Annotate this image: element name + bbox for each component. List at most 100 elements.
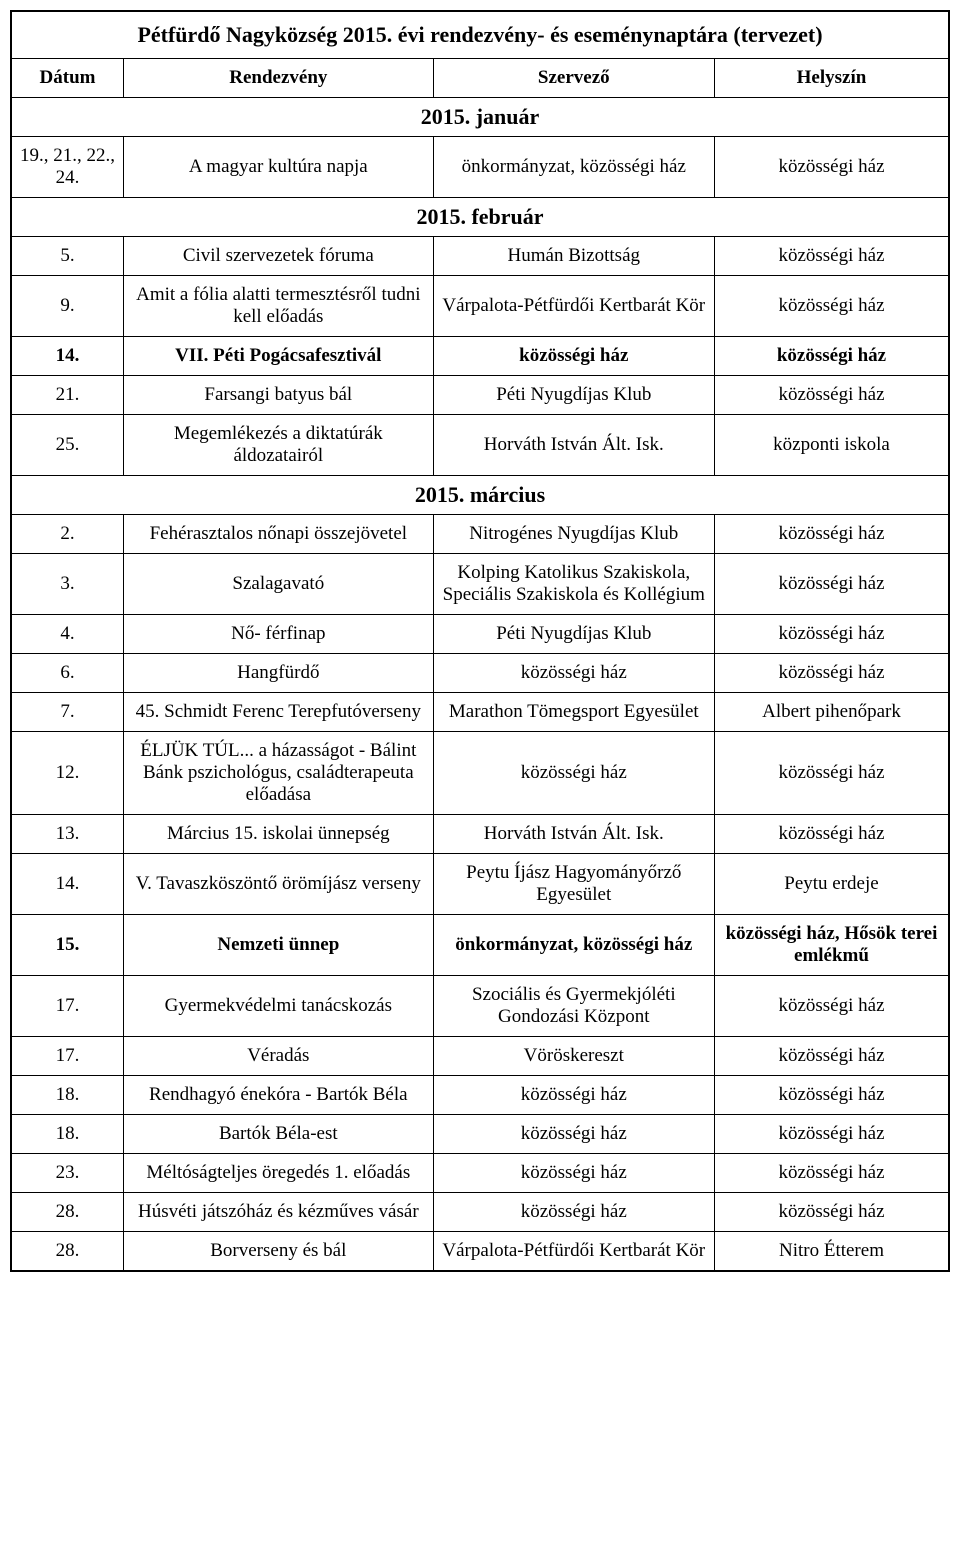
cell-event: Amit a fólia alatti termesztésről tudni … — [124, 276, 434, 337]
table-row: 5. Civil szervezetek fóruma Humán Bizott… — [11, 237, 949, 276]
table-row: 7. 45. Schmidt Ferenc Terepfutóverseny M… — [11, 693, 949, 732]
cell-org: Péti Nyugdíjas Klub — [433, 615, 714, 654]
table-row: 28. Borverseny és bál Várpalota-Pétfürdő… — [11, 1232, 949, 1272]
cell-date: 12. — [11, 732, 124, 815]
cell-venue: közösségi ház — [714, 1115, 949, 1154]
cell-date: 18. — [11, 1115, 124, 1154]
title-row: Pétfürdő Nagyközség 2015. évi rendezvény… — [11, 11, 949, 59]
cell-org: Szociális és Gyermekjóléti Gondozási Köz… — [433, 976, 714, 1037]
table-row: 19., 21., 22., 24. A magyar kultúra napj… — [11, 137, 949, 198]
cell-org: Marathon Tömegsport Egyesület — [433, 693, 714, 732]
cell-event: ÉLJÜK TÚL... a házasságot - Bálint Bánk … — [124, 732, 434, 815]
cell-date: 6. — [11, 654, 124, 693]
header-date: Dátum — [11, 59, 124, 98]
cell-date: 17. — [11, 976, 124, 1037]
table-row: 3. Szalagavató Kolping Katolikus Szakisk… — [11, 554, 949, 615]
cell-venue: központi iskola — [714, 415, 949, 476]
cell-date: 3. — [11, 554, 124, 615]
cell-org: Péti Nyugdíjas Klub — [433, 376, 714, 415]
cell-venue: közösségi ház, Hősök terei emlékmű — [714, 915, 949, 976]
month-label: 2015. március — [11, 476, 949, 515]
cell-venue: Albert pihenőpark — [714, 693, 949, 732]
cell-date: 21. — [11, 376, 124, 415]
cell-org: Várpalota-Pétfürdői Kertbarát Kör — [433, 276, 714, 337]
cell-org: Peytu Íjász Hagyományőrző Egyesület — [433, 854, 714, 915]
cell-event: Március 15. iskolai ünnepség — [124, 815, 434, 854]
cell-venue: közösségi ház — [714, 237, 949, 276]
cell-event: Húsvéti játszóház és kézműves vásár — [124, 1193, 434, 1232]
cell-event: V. Tavaszköszöntő örömíjász verseny — [124, 854, 434, 915]
cell-event: Megemlékezés a diktatúrák áldozatairól — [124, 415, 434, 476]
cell-date: 19., 21., 22., 24. — [11, 137, 124, 198]
cell-org: közösségi ház — [433, 732, 714, 815]
cell-date: 14. — [11, 854, 124, 915]
cell-venue: közösségi ház — [714, 976, 949, 1037]
cell-venue: közösségi ház — [714, 515, 949, 554]
cell-org: Kolping Katolikus Szakiskola, Speciális … — [433, 554, 714, 615]
event-calendar-table: Pétfürdő Nagyközség 2015. évi rendezvény… — [10, 10, 950, 1272]
cell-event: A magyar kultúra napja — [124, 137, 434, 198]
cell-org: Humán Bizottság — [433, 237, 714, 276]
table-row: 14. VII. Péti Pogácsafesztivál közösségi… — [11, 337, 949, 376]
cell-event: Gyermekvédelmi tanácskozás — [124, 976, 434, 1037]
cell-venue: közösségi ház — [714, 1193, 949, 1232]
cell-venue: Peytu erdeje — [714, 854, 949, 915]
cell-date: 23. — [11, 1154, 124, 1193]
table-row: 14. V. Tavaszköszöntő örömíjász verseny … — [11, 854, 949, 915]
table-row: 17. Gyermekvédelmi tanácskozás Szociális… — [11, 976, 949, 1037]
cell-date: 9. — [11, 276, 124, 337]
cell-event: VII. Péti Pogácsafesztivál — [124, 337, 434, 376]
cell-org: közösségi ház — [433, 654, 714, 693]
cell-org: Vöröskereszt — [433, 1037, 714, 1076]
cell-venue: közösségi ház — [714, 654, 949, 693]
cell-venue: közösségi ház — [714, 376, 949, 415]
cell-venue: közösségi ház — [714, 554, 949, 615]
cell-org: közösségi ház — [433, 1115, 714, 1154]
cell-date: 5. — [11, 237, 124, 276]
cell-venue: közösségi ház — [714, 815, 949, 854]
cell-event: Véradás — [124, 1037, 434, 1076]
cell-event: Nő- férfinap — [124, 615, 434, 654]
month-february: 2015. február — [11, 198, 949, 237]
cell-org: Horváth István Ált. Isk. — [433, 815, 714, 854]
table-row: 12. ÉLJÜK TÚL... a házasságot - Bálint B… — [11, 732, 949, 815]
cell-date: 13. — [11, 815, 124, 854]
cell-event: Szalagavató — [124, 554, 434, 615]
header-event: Rendezvény — [124, 59, 434, 98]
header-organizer: Szervező — [433, 59, 714, 98]
cell-org: közösségi ház — [433, 1193, 714, 1232]
table-row: 18. Bartók Béla-est közösségi ház közöss… — [11, 1115, 949, 1154]
table-row: 4. Nő- férfinap Péti Nyugdíjas Klub közö… — [11, 615, 949, 654]
cell-event: 45. Schmidt Ferenc Terepfutóverseny — [124, 693, 434, 732]
cell-event: Méltóságteljes öregedés 1. előadás — [124, 1154, 434, 1193]
table-row: 17. Véradás Vöröskereszt közösségi ház — [11, 1037, 949, 1076]
cell-date: 17. — [11, 1037, 124, 1076]
cell-org: önkormányzat, közösségi ház — [433, 915, 714, 976]
cell-org: Nitrogénes Nyugdíjas Klub — [433, 515, 714, 554]
month-label: 2015. február — [11, 198, 949, 237]
cell-venue: közösségi ház — [714, 732, 949, 815]
cell-venue: közösségi ház — [714, 337, 949, 376]
cell-org: közösségi ház — [433, 1154, 714, 1193]
cell-event: Nemzeti ünnep — [124, 915, 434, 976]
cell-org: Várpalota-Pétfürdői Kertbarát Kör — [433, 1232, 714, 1272]
cell-date: 15. — [11, 915, 124, 976]
header-row: Dátum Rendezvény Szervező Helyszín — [11, 59, 949, 98]
cell-venue: közösségi ház — [714, 1154, 949, 1193]
cell-event: Bartók Béla-est — [124, 1115, 434, 1154]
table-row: 28. Húsvéti játszóház és kézműves vásár … — [11, 1193, 949, 1232]
cell-date: 28. — [11, 1193, 124, 1232]
cell-venue: közösségi ház — [714, 1076, 949, 1115]
table-row: 25. Megemlékezés a diktatúrák áldozatair… — [11, 415, 949, 476]
table-row: 23. Méltóságteljes öregedés 1. előadás k… — [11, 1154, 949, 1193]
cell-event: Borverseny és bál — [124, 1232, 434, 1272]
cell-org: közösségi ház — [433, 1076, 714, 1115]
cell-venue: közösségi ház — [714, 615, 949, 654]
month-january: 2015. január — [11, 98, 949, 137]
month-label: 2015. január — [11, 98, 949, 137]
table-row: 18. Rendhagyó énekóra - Bartók Béla közö… — [11, 1076, 949, 1115]
cell-date: 7. — [11, 693, 124, 732]
cell-event: Hangfürdő — [124, 654, 434, 693]
table-row: 2. Fehérasztalos nőnapi összejövetel Nit… — [11, 515, 949, 554]
cell-event: Farsangi batyus bál — [124, 376, 434, 415]
